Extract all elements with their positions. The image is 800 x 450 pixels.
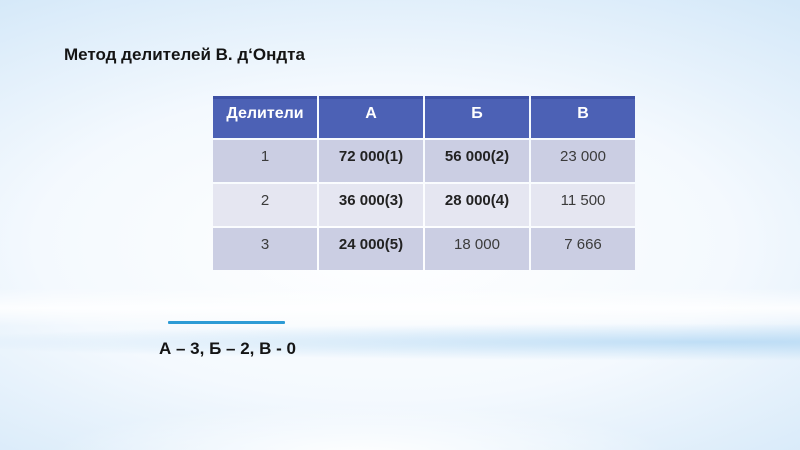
- table-header-divisors: Делители: [213, 96, 317, 138]
- table-cell: 28 000(4): [425, 184, 529, 226]
- table-cell-divisor-3: 3: [213, 228, 317, 270]
- divisors-table: Делители А Б В 1 72 000(1) 56 000(2) 23 …: [213, 96, 635, 270]
- table-cell: 23 000: [531, 140, 635, 182]
- table-header-party-b: Б: [425, 96, 529, 138]
- table-cell: 36 000(3): [319, 184, 423, 226]
- slide-title: Метод делителей В. д‘Ондта: [64, 45, 305, 64]
- table-cell-divisor-1: 1: [213, 140, 317, 182]
- table-cell: 56 000(2): [425, 140, 529, 182]
- table-cell: 11 500: [531, 184, 635, 226]
- table-cell: 18 000: [425, 228, 529, 270]
- accent-divider-line: [168, 321, 285, 324]
- table-cell: 72 000(1): [319, 140, 423, 182]
- seat-allocation-summary: А – 3, Б – 2, В - 0: [159, 339, 296, 358]
- table-cell: 24 000(5): [319, 228, 423, 270]
- table-header-party-v: В: [531, 96, 635, 138]
- table-cell-divisor-2: 2: [213, 184, 317, 226]
- table-cell: 7 666: [531, 228, 635, 270]
- table-header-party-a: А: [319, 96, 423, 138]
